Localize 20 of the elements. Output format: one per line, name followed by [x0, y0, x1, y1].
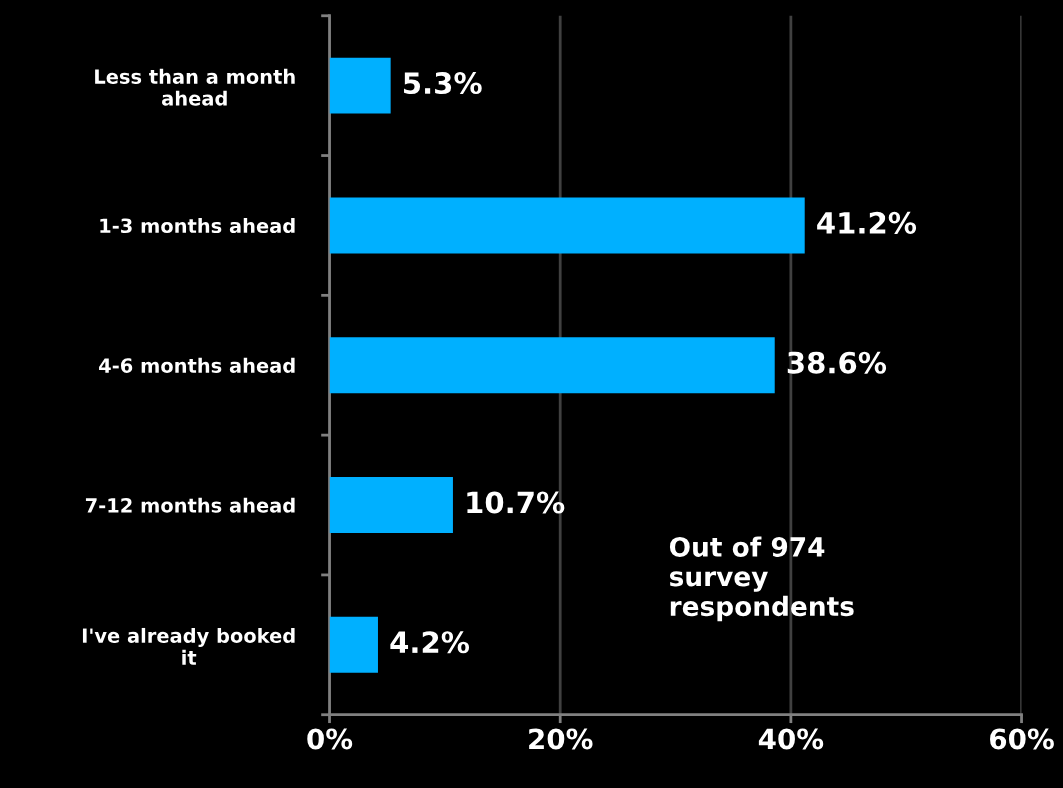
x-tick-label: 40% [758, 728, 824, 750]
bar [329, 57, 391, 114]
bar [329, 337, 775, 394]
y-tick-label: 4-6 months ahead [99, 357, 295, 373]
data-label: 38.6% [787, 351, 887, 374]
y-tick-label: 7-12 months ahead [85, 497, 295, 513]
bar [329, 616, 378, 673]
y-tick-label: Less than a month ahead [95, 68, 295, 106]
bar [329, 197, 805, 254]
x-tick-label: 60% [990, 728, 1054, 750]
x-tick-label: 20% [529, 728, 593, 750]
data-label: 5.3% [404, 72, 482, 95]
data-label: 41.2% [817, 211, 917, 234]
y-tick-label: 1-3 months ahead [100, 218, 295, 234]
data-label: 4.2% [390, 631, 470, 654]
data-label: 10.7% [467, 491, 565, 514]
annotation: Out of 974 survey respondents [669, 536, 854, 622]
y-tick-label: I've already booked it [82, 627, 295, 665]
bar [329, 477, 453, 533]
x-tick-label: 0% [307, 728, 353, 750]
